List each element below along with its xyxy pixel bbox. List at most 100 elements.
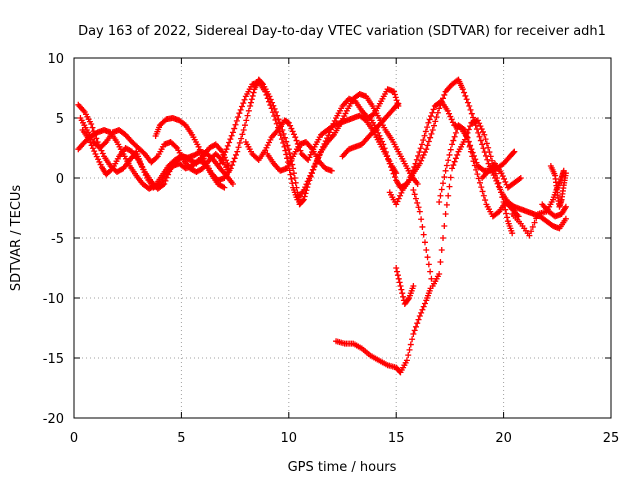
- data-point: [487, 153, 494, 160]
- data-point: [562, 215, 569, 222]
- x-axis-label: GPS time / hours: [288, 460, 397, 475]
- data-point: [219, 154, 226, 161]
- data-point: [484, 156, 491, 163]
- data-point: [195, 143, 202, 150]
- data-point: [489, 157, 496, 164]
- data-point: [224, 160, 231, 167]
- data-point: [275, 116, 282, 123]
- data-point: [377, 135, 384, 142]
- data-point: [437, 259, 444, 265]
- data-point: [431, 122, 438, 129]
- data-point: [393, 201, 400, 208]
- data-point: [165, 171, 172, 178]
- data-point: [273, 120, 280, 127]
- data-point: [88, 142, 95, 149]
- data-point: [429, 109, 436, 116]
- data-point: [280, 130, 287, 137]
- data-point: [322, 138, 329, 145]
- data-point: [375, 129, 382, 136]
- data-point: [290, 131, 297, 138]
- data-point: [320, 143, 327, 150]
- data-point: [476, 179, 483, 186]
- data-point: [235, 114, 242, 121]
- data-point: [481, 131, 488, 138]
- data-point: [509, 230, 516, 237]
- data-point: [419, 154, 426, 161]
- data-point: [379, 138, 386, 145]
- data-point: [381, 145, 388, 152]
- data-point: [271, 113, 278, 120]
- data-point: [281, 143, 288, 150]
- data-point: [414, 181, 421, 187]
- data-point: [407, 341, 414, 348]
- data-point: [300, 187, 307, 193]
- data-point: [467, 142, 474, 149]
- data-point: [420, 231, 427, 238]
- data-point: [495, 179, 502, 186]
- data-point: [419, 306, 426, 313]
- data-point: [418, 141, 425, 148]
- data-point: [485, 160, 492, 167]
- data-point: [289, 180, 296, 187]
- grid-lines: [74, 58, 611, 418]
- data-point: [394, 268, 401, 275]
- y-tick-label: 10: [47, 52, 64, 67]
- y-tick-label: 5: [56, 112, 64, 127]
- data-point: [410, 187, 417, 193]
- data-point: [478, 126, 485, 133]
- data-point: [500, 199, 507, 205]
- data-point: [382, 149, 389, 156]
- data-point: [300, 196, 307, 203]
- data-point: [394, 272, 401, 279]
- x-tick-label: 5: [177, 431, 185, 446]
- data-point: [287, 122, 294, 129]
- data-point: [229, 129, 236, 136]
- data-point: [442, 211, 449, 217]
- data-point: [247, 99, 254, 106]
- data-point: [438, 247, 445, 253]
- data-point: [311, 163, 318, 170]
- data-point: [437, 192, 444, 199]
- data-point: [427, 285, 434, 292]
- data-point: [172, 143, 179, 150]
- data-point: [436, 271, 443, 277]
- data-point: [418, 157, 425, 164]
- data-point: [428, 130, 435, 137]
- data-point: [503, 210, 510, 217]
- y-tick-label: -20: [43, 412, 64, 427]
- data-point: [283, 138, 290, 145]
- data-point: [464, 134, 471, 141]
- data-point: [446, 151, 453, 158]
- data-point: [220, 183, 227, 190]
- data-point: [406, 177, 413, 184]
- data-point: [303, 181, 310, 188]
- data-point: [416, 208, 423, 215]
- data-point: [443, 162, 450, 169]
- data-point: [243, 117, 250, 124]
- data-point: [301, 193, 308, 200]
- data-point: [422, 128, 429, 135]
- data-point: [486, 149, 493, 156]
- data-point: [231, 125, 238, 132]
- data-point: [448, 116, 455, 123]
- data-point: [441, 174, 448, 181]
- x-tick-label: 20: [495, 431, 512, 446]
- data-point: [410, 331, 417, 337]
- data-point: [391, 91, 398, 98]
- data-point: [232, 121, 239, 128]
- data-point: [393, 265, 400, 271]
- data-point: [413, 156, 420, 163]
- data-point: [430, 106, 437, 113]
- data-point: [468, 146, 475, 153]
- y-tick-label: -5: [51, 232, 64, 247]
- data-point: [287, 171, 294, 178]
- data-point: [244, 112, 251, 119]
- data-point: [517, 175, 524, 181]
- data-point: [241, 96, 248, 103]
- data-point: [305, 175, 312, 182]
- data-point: [108, 166, 115, 173]
- data-point: [442, 167, 449, 174]
- data-point: [420, 303, 427, 310]
- y-tick-label: 0: [56, 172, 64, 187]
- data-point: [321, 140, 328, 147]
